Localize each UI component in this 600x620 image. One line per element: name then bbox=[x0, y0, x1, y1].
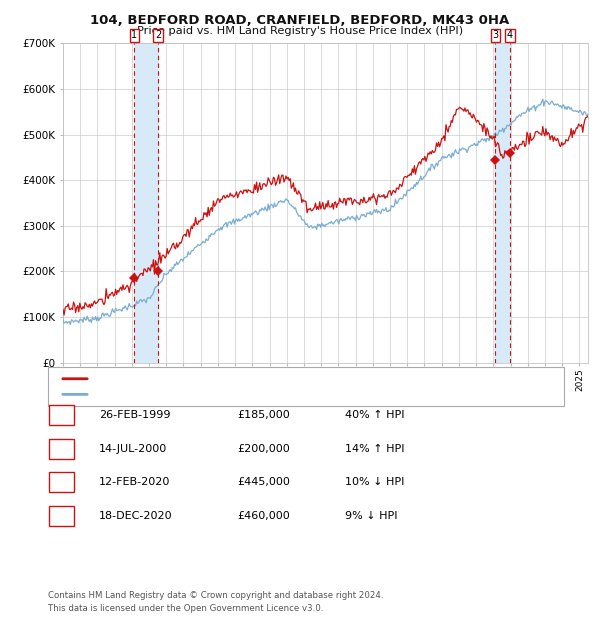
Text: Price paid vs. HM Land Registry's House Price Index (HPI): Price paid vs. HM Land Registry's House … bbox=[137, 26, 463, 36]
Text: HPI: Average price, detached house, Central Bedfordshire: HPI: Average price, detached house, Cent… bbox=[96, 389, 377, 399]
Text: £200,000: £200,000 bbox=[237, 444, 290, 454]
Text: 3: 3 bbox=[493, 30, 499, 40]
Text: 14-JUL-2000: 14-JUL-2000 bbox=[99, 444, 167, 454]
Text: 14% ↑ HPI: 14% ↑ HPI bbox=[345, 444, 404, 454]
Text: 1: 1 bbox=[131, 30, 137, 40]
Text: 104, BEDFORD ROAD, CRANFIELD, BEDFORD, MK43 0HA: 104, BEDFORD ROAD, CRANFIELD, BEDFORD, M… bbox=[91, 14, 509, 27]
Bar bbox=[496, 43, 510, 363]
Text: 4: 4 bbox=[507, 30, 513, 40]
Text: 104, BEDFORD ROAD, CRANFIELD, BEDFORD, MK43 0HA (detached house): 104, BEDFORD ROAD, CRANFIELD, BEDFORD, M… bbox=[96, 374, 462, 384]
Text: 12-FEB-2020: 12-FEB-2020 bbox=[99, 477, 170, 487]
Text: 3: 3 bbox=[58, 477, 65, 487]
Text: 4: 4 bbox=[58, 511, 65, 521]
Text: 40% ↑ HPI: 40% ↑ HPI bbox=[345, 410, 404, 420]
Text: 2: 2 bbox=[58, 444, 65, 454]
Text: 2: 2 bbox=[155, 30, 161, 40]
Text: 9% ↓ HPI: 9% ↓ HPI bbox=[345, 511, 398, 521]
Text: £185,000: £185,000 bbox=[237, 410, 290, 420]
Text: 26-FEB-1999: 26-FEB-1999 bbox=[99, 410, 170, 420]
Text: £460,000: £460,000 bbox=[237, 511, 290, 521]
Bar bbox=[134, 43, 158, 363]
Text: This data is licensed under the Open Government Licence v3.0.: This data is licensed under the Open Gov… bbox=[48, 603, 323, 613]
Text: 10% ↓ HPI: 10% ↓ HPI bbox=[345, 477, 404, 487]
Text: 18-DEC-2020: 18-DEC-2020 bbox=[99, 511, 173, 521]
Text: 1: 1 bbox=[58, 410, 65, 420]
Text: £445,000: £445,000 bbox=[237, 477, 290, 487]
Text: Contains HM Land Registry data © Crown copyright and database right 2024.: Contains HM Land Registry data © Crown c… bbox=[48, 591, 383, 600]
